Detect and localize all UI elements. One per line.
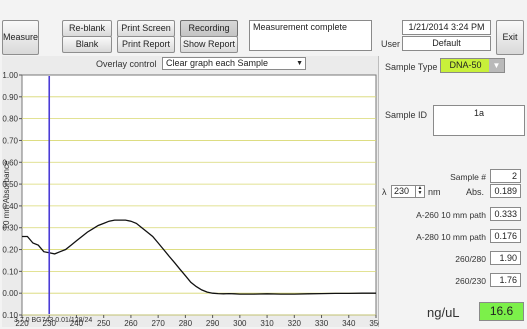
status-field: Measurement complete — [249, 20, 372, 51]
y-tick-label: 0.00 — [2, 289, 18, 298]
reblank-button[interactable]: Re-blank — [62, 20, 112, 37]
sample-number-label: Sample # — [450, 172, 486, 182]
y-tick-label: 0.10 — [2, 267, 18, 276]
ratio-260-280-field: 1.90 — [490, 251, 521, 265]
y-tick-label: 0.20 — [2, 246, 18, 255]
exit-button[interactable]: Exit — [496, 20, 524, 55]
abs-value-field: 0.189 — [490, 184, 521, 198]
lambda-stepper[interactable]: 230 ▲ ▼ — [391, 185, 425, 198]
x-tick-label: 270 — [151, 319, 165, 327]
x-tick-label: 250 — [97, 319, 111, 327]
sample-type-label: Sample Type — [385, 62, 438, 72]
plot-area — [21, 74, 377, 316]
y-tick-label: 0.40 — [2, 202, 18, 211]
ratio-260-280-label: 260/280 — [455, 254, 486, 264]
x-tick-label: 260 — [124, 319, 138, 327]
y-axis-label: 10 mm Absorbance — [2, 160, 11, 229]
y-tick-label: 0.30 — [2, 224, 18, 233]
a280-value-field: 0.176 — [490, 229, 521, 243]
y-tick-label: 0.70 — [2, 136, 18, 145]
x-tick-label: 290 — [206, 319, 220, 327]
sample-results-panel: Sample Type DNA-50 ▼ Sample ID 1a Sample… — [380, 56, 527, 329]
x-tick-label: 220 — [15, 319, 29, 327]
print-screen-button[interactable]: Print Screen — [117, 20, 175, 37]
lambda-symbol: λ — [382, 187, 387, 197]
print-report-button[interactable]: Print Report — [117, 36, 175, 53]
x-tick-label: 320 — [288, 319, 302, 327]
y-tick-label: 0.80 — [2, 115, 18, 124]
x-tick-label: 240 — [70, 319, 84, 327]
absorbance-chart-panel: Overlay control Clear graph each Sample … — [2, 56, 379, 327]
sample-type-value: DNA-50 — [441, 59, 490, 72]
y-tick-label: 0.60 — [2, 158, 18, 167]
datetime-field: 1/21/2014 3:24 PM — [402, 20, 491, 35]
absorbance-chart: 1.00 0.90 0.80 0.70 0.60 0.50 0.40 0.30 0.20 0.10… — [2, 71, 379, 327]
abs-label: Abs. — [466, 187, 485, 197]
user-field: Default — [402, 36, 491, 51]
spinner-arrows-icon[interactable]: ▲ ▼ — [415, 186, 424, 197]
user-label: User — [381, 39, 401, 49]
concentration-value: 16.6 — [479, 302, 524, 321]
version-text: 3.7.0 BG743 0.01/128/24 — [14, 317, 93, 324]
a260-label: A-260 10 mm path — [416, 210, 486, 220]
sample-id-label: Sample ID — [385, 110, 428, 120]
a260-value-field: 0.333 — [490, 207, 521, 221]
chevron-down-icon: ▼ — [489, 59, 504, 72]
lambda-unit: nm — [428, 187, 441, 197]
absorbance-curve — [22, 219, 376, 295]
x-tick-label: 230 — [43, 319, 57, 327]
y-tick-label: 1.00 — [2, 71, 18, 80]
y-tick-label: 0.50 — [2, 180, 18, 189]
lambda-value: 230 — [394, 186, 410, 196]
overlay-control-label: Overlay control — [96, 59, 157, 69]
recording-button[interactable]: Recording — [180, 20, 238, 37]
ratio-260-230-label: 260/230 — [455, 276, 486, 286]
overlay-control-value: Clear graph each Sample — [166, 58, 269, 68]
x-tick-label: 300 — [233, 319, 247, 327]
x-tick-label: 310 — [260, 319, 274, 327]
sample-id-field[interactable]: 1a — [433, 105, 525, 136]
x-tick-label: 340 — [342, 319, 356, 327]
sample-number-field[interactable]: 2 — [490, 169, 521, 183]
ratio-260-230-field: 1.76 — [490, 273, 521, 287]
x-tick-label: 350 — [369, 319, 379, 327]
measure-button[interactable]: Measure — [2, 20, 39, 55]
concentration-unit: ng/uL — [427, 305, 460, 320]
dropdown-arrow-icon: ▼ — [296, 60, 303, 67]
overlay-control-select[interactable]: Clear graph each Sample ▼ — [162, 57, 306, 70]
a280-label: A-280 10 mm path — [416, 232, 486, 242]
x-tick-label: 280 — [179, 319, 193, 327]
show-report-button[interactable]: Show Report — [180, 36, 238, 53]
y-tick-label: 0.90 — [2, 93, 18, 102]
x-tick-label: 330 — [315, 319, 329, 327]
sample-type-select[interactable]: DNA-50 ▼ — [440, 58, 505, 73]
y-tick-label: -0.10 — [2, 311, 19, 320]
blank-button[interactable]: Blank — [62, 36, 112, 53]
